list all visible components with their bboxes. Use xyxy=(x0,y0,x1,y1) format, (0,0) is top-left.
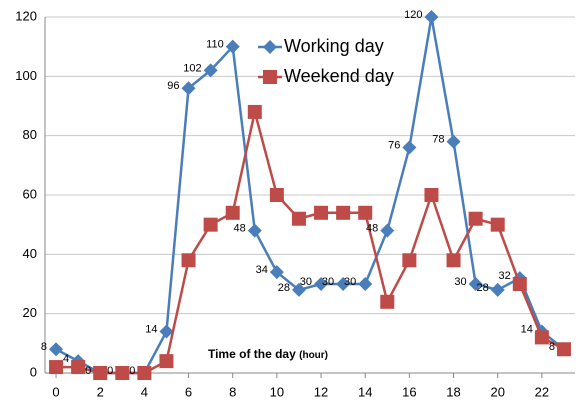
data-point xyxy=(159,354,174,369)
x-tick-label: 18 xyxy=(446,384,460,399)
data-point xyxy=(380,294,395,309)
data-point xyxy=(446,253,461,268)
data-point xyxy=(159,324,174,339)
data-point xyxy=(512,277,527,291)
data-point xyxy=(203,217,218,232)
data-point xyxy=(468,211,483,226)
y-tick-label: 0 xyxy=(30,364,37,379)
data-label: 8 xyxy=(549,341,555,353)
data-point xyxy=(446,134,461,149)
x-tick-label: 22 xyxy=(535,384,549,399)
data-point xyxy=(534,330,549,345)
x-axis-label: Time of the day (hour) xyxy=(208,347,328,361)
data-point xyxy=(402,253,417,268)
data-point xyxy=(468,277,483,291)
data-label: 8 xyxy=(41,341,47,353)
data-point xyxy=(203,63,218,78)
data-label: 30 xyxy=(322,276,334,288)
data-point xyxy=(49,360,64,375)
series-line xyxy=(56,111,565,375)
y-tick-label: 60 xyxy=(23,186,37,201)
data-point xyxy=(490,217,505,232)
data-point xyxy=(93,366,108,380)
data-label: 48 xyxy=(366,223,378,235)
legend-label: Weekend day xyxy=(284,66,394,86)
data-point xyxy=(115,366,130,380)
data-point xyxy=(181,253,196,268)
data-label: 30 xyxy=(344,276,356,288)
data-point xyxy=(247,104,262,119)
data-point xyxy=(314,205,329,220)
data-point xyxy=(269,265,284,280)
x-tick-label: 8 xyxy=(229,384,236,399)
data-point xyxy=(358,277,373,291)
x-tick-label: 0 xyxy=(52,384,59,399)
data-label: 0 xyxy=(85,365,91,377)
data-point xyxy=(291,211,306,226)
data-label: 34 xyxy=(256,264,268,276)
x-tick-label: 12 xyxy=(314,384,328,399)
data-point xyxy=(314,277,329,291)
data-label: 30 xyxy=(300,276,312,288)
data-label: 110 xyxy=(206,39,224,51)
data-label: 32 xyxy=(499,270,511,282)
legend-marker xyxy=(263,70,277,84)
data-point xyxy=(181,81,196,96)
data-point xyxy=(137,366,152,380)
y-tick-label: 40 xyxy=(23,246,37,261)
x-tick-label: 16 xyxy=(402,384,416,399)
data-point xyxy=(49,342,64,357)
y-tick-label: 100 xyxy=(15,68,37,83)
data-point xyxy=(358,205,373,220)
data-label: 120 xyxy=(404,9,422,21)
data-label: 48 xyxy=(234,223,246,235)
data-point xyxy=(247,223,262,238)
data-point xyxy=(225,205,240,220)
legend-marker xyxy=(263,40,277,54)
data-label: 4 xyxy=(63,353,69,365)
x-tick-label: 14 xyxy=(358,384,372,399)
data-point xyxy=(336,277,351,291)
data-point xyxy=(336,205,351,220)
data-label: 78 xyxy=(432,134,444,146)
x-axis-label-text: Time of the day xyxy=(208,347,296,361)
data-label: 76 xyxy=(388,139,400,151)
data-point xyxy=(424,10,439,24)
data-point xyxy=(402,140,417,155)
data-point xyxy=(556,342,571,357)
data-label: 14 xyxy=(521,323,533,335)
data-point xyxy=(269,188,284,202)
data-point xyxy=(490,282,505,297)
data-label: 0 xyxy=(107,365,113,377)
x-tick-label: 2 xyxy=(97,384,104,399)
x-tick-label: 20 xyxy=(490,384,504,399)
x-tick-label: 4 xyxy=(141,384,148,399)
data-label: 96 xyxy=(167,80,179,92)
data-point xyxy=(291,282,306,297)
data-label: 30 xyxy=(454,276,466,288)
data-point xyxy=(380,223,395,238)
data-label: 28 xyxy=(278,282,290,294)
x-axis-label-unit: (hour) xyxy=(299,350,328,361)
x-tick-label: 10 xyxy=(270,384,284,399)
y-tick-label: 80 xyxy=(23,127,37,142)
y-tick-label: 20 xyxy=(23,305,37,320)
data-label: 28 xyxy=(476,282,488,294)
y-tick-label: 120 xyxy=(15,8,37,23)
data-point xyxy=(424,188,439,202)
legend-label: Working day xyxy=(284,36,384,56)
data-label: 102 xyxy=(183,62,201,74)
data-label: 14 xyxy=(145,323,157,335)
x-tick-label: 6 xyxy=(185,384,192,399)
data-point xyxy=(71,360,86,375)
data-label: 0 xyxy=(129,365,135,377)
data-point xyxy=(225,39,240,54)
